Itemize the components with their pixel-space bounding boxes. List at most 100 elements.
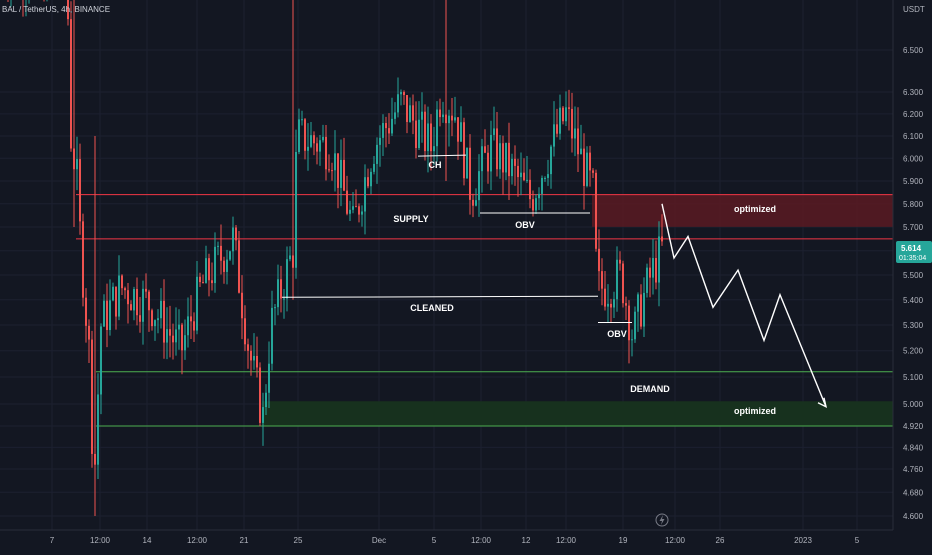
candle-body	[526, 179, 528, 181]
candle-body	[535, 198, 537, 211]
candle-body	[94, 453, 96, 465]
candle-body	[385, 123, 387, 129]
candle-body	[373, 163, 375, 172]
candle-body	[469, 147, 471, 200]
candle-body	[160, 300, 162, 319]
candle-body	[220, 245, 222, 261]
candle-body	[133, 289, 135, 311]
candle-body	[271, 307, 273, 364]
candle-body	[313, 135, 315, 144]
candle-body	[145, 288, 147, 292]
time-tick-label: 19	[619, 536, 628, 545]
time-tick-label: 12:00	[187, 536, 208, 545]
candle-body	[214, 246, 216, 284]
candle-body	[67, 0, 69, 20]
candle-body	[493, 128, 495, 135]
candle-body	[175, 329, 177, 343]
candle-body	[400, 92, 402, 95]
candle-body	[376, 144, 378, 164]
optimized-demand-label: optimized	[734, 406, 776, 416]
candle-body	[121, 275, 123, 289]
candle-body	[184, 335, 186, 351]
candle-body	[550, 146, 552, 175]
candle-body	[559, 107, 561, 134]
candle-body	[307, 146, 309, 151]
candle-body	[388, 128, 390, 134]
countdown-label: 01:35:04	[899, 255, 926, 262]
candle-body	[442, 114, 444, 118]
time-tick-label: 2023	[794, 536, 812, 545]
candle-body	[205, 258, 207, 283]
candle-body	[118, 275, 120, 317]
candle-body	[412, 105, 414, 121]
candle-body	[262, 407, 264, 423]
candle-body	[571, 108, 573, 139]
cleaned-label: CLEANED	[410, 303, 454, 313]
price-tick-label: 6.300	[903, 88, 924, 97]
projection-path	[661, 203, 827, 408]
candle-body	[226, 259, 228, 272]
candle-body	[211, 280, 213, 284]
time-tick-label: 5	[432, 536, 437, 545]
candle-body	[139, 315, 141, 322]
candle-body	[643, 292, 645, 327]
candle-body	[268, 363, 270, 393]
candle-body	[259, 367, 261, 423]
candle-body	[496, 128, 498, 170]
candle-body	[274, 307, 276, 309]
candle-body	[223, 260, 225, 272]
candle-body	[394, 112, 396, 119]
candle-body	[244, 318, 246, 345]
candle-body	[580, 148, 582, 155]
candle-body	[634, 311, 636, 340]
candle-body	[577, 128, 579, 155]
candle-body	[451, 115, 453, 121]
candle-body	[391, 118, 393, 134]
candle-body	[511, 158, 513, 177]
candle-body	[409, 105, 411, 122]
candle-body	[364, 177, 366, 212]
candle-body	[397, 94, 399, 113]
symbol-header: BAL / TetherUS, 4h, BINANCE	[2, 5, 110, 14]
candle-body	[112, 286, 114, 301]
candle-body	[316, 143, 318, 152]
candle-body	[637, 294, 639, 312]
candle-body	[73, 148, 75, 170]
candle-body	[448, 115, 450, 124]
time-tick-label: 12:00	[556, 536, 577, 545]
candle-body	[88, 325, 90, 340]
time-axis[interactable]: 7 12:00 14 12:00 21 25 Dec 5 12:00 12 12:00 19 12:00…	[50, 536, 860, 545]
candle-body	[421, 111, 423, 120]
candle-body	[97, 394, 99, 465]
candle-body	[298, 119, 300, 153]
candle-body	[325, 136, 327, 170]
candle-body	[238, 240, 240, 293]
candle-body	[562, 107, 564, 122]
candle-body	[370, 171, 372, 187]
time-tick-label: 12:00	[90, 536, 111, 545]
candle-body	[355, 206, 357, 208]
candle-body	[280, 279, 282, 299]
candle-body	[568, 107, 570, 109]
candle-body	[181, 324, 183, 351]
candle-body	[436, 109, 438, 147]
candle-body	[517, 165, 519, 178]
candle-body	[508, 142, 510, 177]
candle-body	[499, 143, 501, 170]
lightning-icon[interactable]	[655, 513, 669, 527]
candle-body	[79, 159, 81, 222]
current-price-badge	[896, 241, 932, 263]
candle-body	[250, 350, 252, 361]
candle-body	[91, 339, 93, 454]
current-price-label: 5.614	[901, 244, 922, 253]
candle-body	[157, 318, 159, 321]
price-tick-label: 4.760	[903, 465, 924, 474]
candle-body	[592, 170, 594, 173]
candle-body	[310, 135, 312, 147]
ch-label: CH	[429, 160, 442, 170]
candle-body	[454, 117, 456, 121]
candle-body	[208, 258, 210, 281]
candle-body	[460, 122, 462, 142]
